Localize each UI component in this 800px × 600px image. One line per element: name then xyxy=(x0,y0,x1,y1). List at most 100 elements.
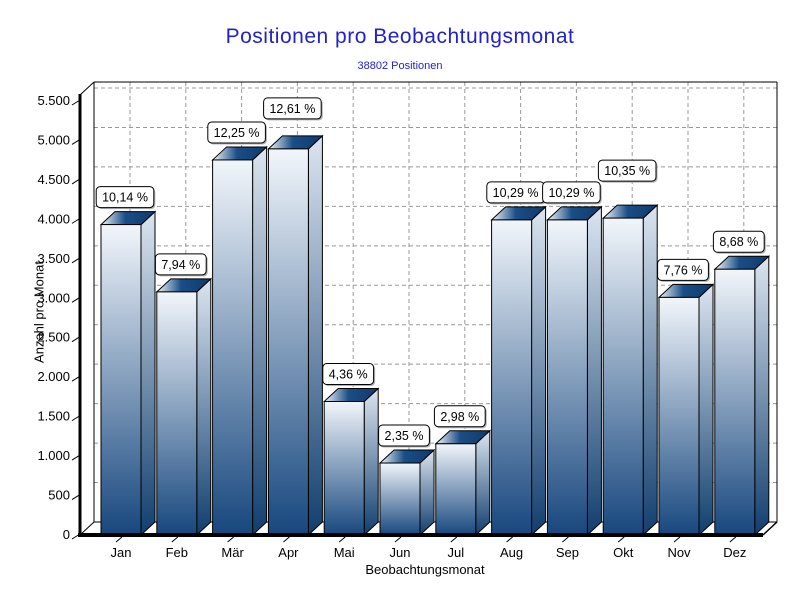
bar-side-face xyxy=(252,145,268,537)
bar-jun xyxy=(378,448,436,537)
x-tick xyxy=(115,536,123,543)
bar-side-face xyxy=(698,283,714,537)
bar-front-face xyxy=(714,268,756,536)
label-text: 4,36 % xyxy=(329,367,368,381)
label-text: 12,25 % xyxy=(214,126,260,140)
x-tick-label: Jan xyxy=(111,545,132,560)
x-tick-label: Jun xyxy=(390,545,411,560)
bar-value-label: 4,36 % xyxy=(322,362,376,386)
x-tick xyxy=(450,536,458,543)
label-text: 2,35 % xyxy=(385,429,424,443)
bar-value-label: 10,14 % xyxy=(95,186,156,210)
x-tick xyxy=(227,536,234,543)
label-text: 12,61 % xyxy=(269,102,315,116)
x-tick xyxy=(506,536,513,543)
y-tick-label: 1.000 xyxy=(37,448,70,463)
bar-apr xyxy=(267,134,324,537)
y-tick xyxy=(71,217,81,224)
y-tick xyxy=(71,178,81,185)
x-tick-label: Okt xyxy=(613,545,634,560)
bar-jul xyxy=(434,429,492,537)
bar-side-face xyxy=(307,134,323,537)
x-tick-label: Jul xyxy=(447,545,464,560)
label-box xyxy=(433,405,486,428)
label-box xyxy=(207,121,266,144)
x-tick xyxy=(562,536,569,543)
x-tick-label: Aug xyxy=(500,545,523,560)
y-tick xyxy=(71,257,81,264)
y-tick xyxy=(71,99,81,106)
y-tick-label: 0 xyxy=(63,527,70,542)
x-tick xyxy=(394,536,402,543)
bar-value-label: 2,35 % xyxy=(378,424,431,448)
bar-value-label: 8,68 % xyxy=(712,230,766,254)
x-tick xyxy=(283,536,290,543)
bar-front-face xyxy=(323,400,365,536)
bar-value-label: 10,29 % xyxy=(542,181,602,205)
label-box xyxy=(597,159,657,182)
x-tick-label: Mai xyxy=(334,545,355,560)
bar-value-label: 2,98 % xyxy=(433,405,487,429)
y-tick xyxy=(71,454,81,461)
x-tick-label: Nov xyxy=(667,545,691,560)
bar-front-face xyxy=(100,224,142,536)
bar-side-face xyxy=(419,448,435,537)
bar-value-label: 7,94 % xyxy=(154,253,208,277)
x-axis-title: Beobachtungsmonat xyxy=(365,562,485,577)
chart-title: Positionen pro Beobachtungsmonat xyxy=(225,25,575,48)
label-box xyxy=(95,186,155,209)
y-tick xyxy=(71,375,81,382)
label-box xyxy=(542,181,601,204)
bar-front-face xyxy=(546,219,588,536)
bar-feb xyxy=(155,277,213,537)
x-tick-label: Dez xyxy=(723,545,746,560)
bar-side-face xyxy=(196,277,212,537)
y-tick-label: 4.500 xyxy=(37,172,70,187)
bar-value-label: 12,61 % xyxy=(263,97,323,121)
label-box xyxy=(657,258,709,281)
x-tick-label: Sep xyxy=(556,545,579,560)
top-left-diagonal xyxy=(79,81,95,96)
bar-front-face xyxy=(379,462,421,536)
y-tick-label: 5.000 xyxy=(37,132,70,147)
bar-value-label: 10,35 % xyxy=(597,159,658,183)
y-tick-label: 2.000 xyxy=(37,369,70,384)
label-text: 10,29 % xyxy=(548,186,594,200)
label-box xyxy=(378,424,430,447)
label-box xyxy=(712,230,765,253)
bar-side-face xyxy=(531,205,547,537)
label-box xyxy=(154,253,207,276)
bar-value-label: 7,76 % xyxy=(657,258,710,282)
x-tick-label: Feb xyxy=(166,545,188,560)
label-text: 8,68 % xyxy=(719,235,758,249)
bar-front-face xyxy=(435,443,477,536)
label-box xyxy=(263,97,322,120)
label-text: 10,14 % xyxy=(102,191,148,205)
bar-front-face xyxy=(156,291,198,536)
x-tick-label: Apr xyxy=(278,545,299,560)
bar-okt xyxy=(601,203,659,537)
bar-mär xyxy=(211,145,268,537)
x-tick xyxy=(729,536,737,543)
bar-mai xyxy=(322,387,380,537)
x-tick xyxy=(171,536,179,543)
y-tick xyxy=(71,415,81,422)
label-text: 10,35 % xyxy=(604,164,650,178)
y-tick-label: 5.500 xyxy=(37,93,70,108)
y-tick xyxy=(71,494,81,500)
label-text: 2,98 % xyxy=(440,410,479,424)
x-tick xyxy=(338,536,346,543)
y-tick-label: 3.000 xyxy=(37,290,70,305)
y-tick-label: 1.500 xyxy=(37,409,70,424)
y-tick-label: 2.500 xyxy=(37,330,70,345)
bar-value-label: 10,29 % xyxy=(486,181,546,205)
bottom-left-diagonal xyxy=(79,521,95,536)
bar-sep xyxy=(546,205,603,537)
bar-side-face xyxy=(363,387,379,537)
bar-front-face xyxy=(602,217,644,536)
y-tick xyxy=(71,533,81,540)
bar-side-face xyxy=(754,255,770,537)
label-text: 7,76 % xyxy=(664,263,703,277)
y-tick-label: 3.500 xyxy=(37,251,70,266)
